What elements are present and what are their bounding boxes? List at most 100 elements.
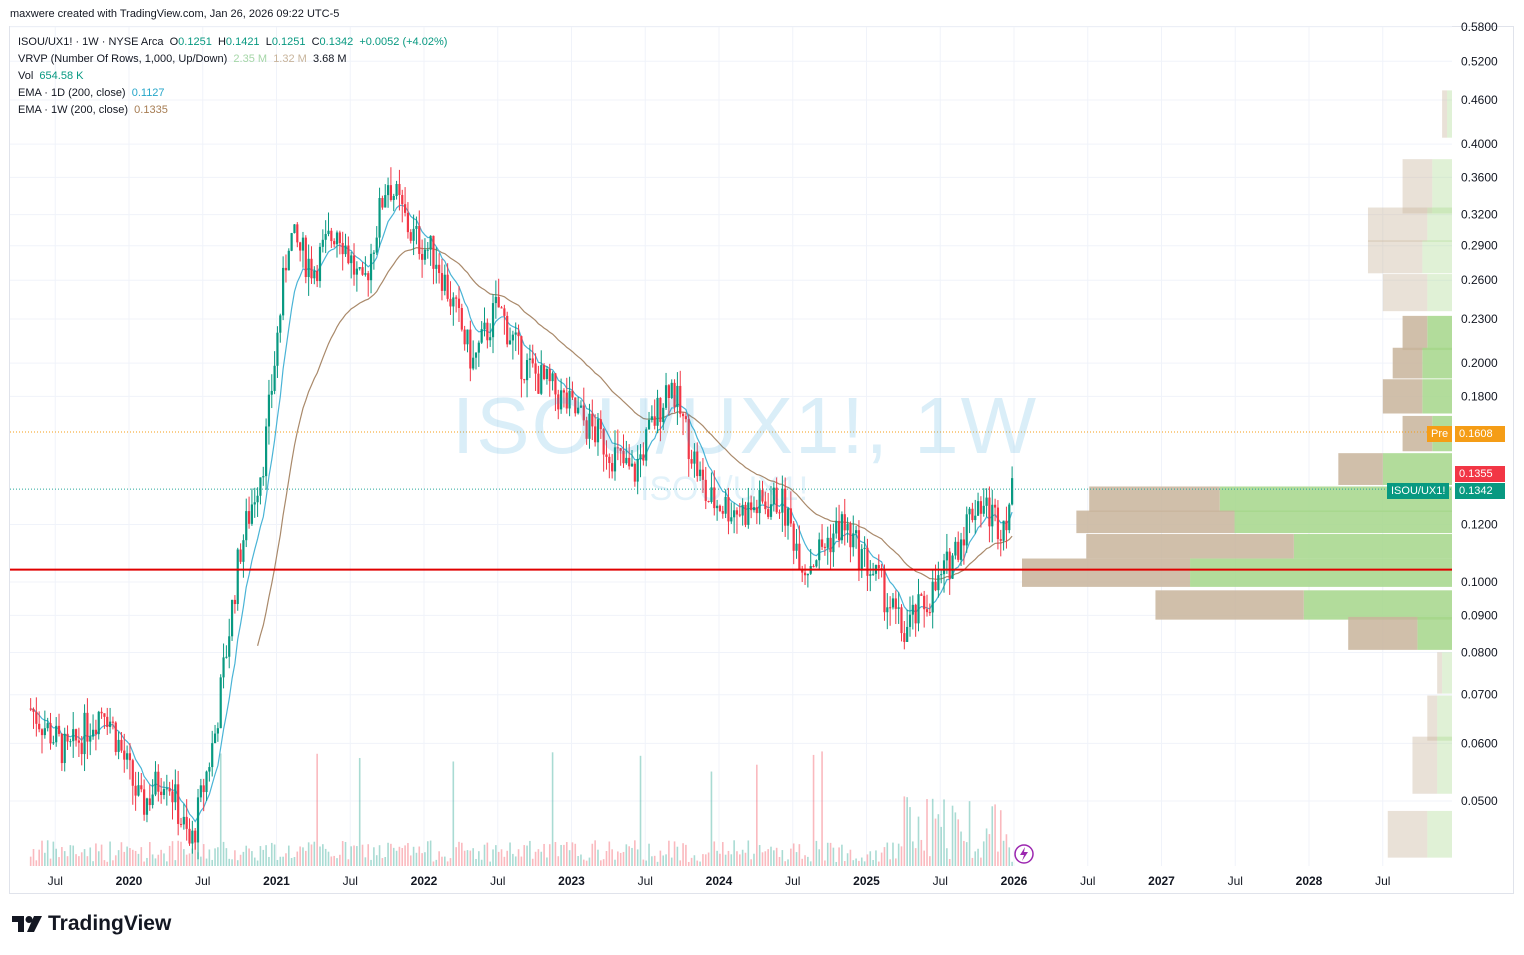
- volume-bar: [35, 860, 38, 866]
- vp-up-bar: [1447, 90, 1452, 138]
- bolt-icon[interactable]: [1014, 844, 1034, 864]
- legend-vol-row[interactable]: Vol 654.58 K: [18, 68, 447, 85]
- vp-up-bar: [1442, 652, 1452, 694]
- volume-bar: [730, 854, 733, 866]
- volume-bar: [38, 849, 40, 866]
- candle-body: [418, 225, 421, 254]
- y-tick-label: 0.3600: [1461, 170, 1498, 184]
- candle-body: [497, 296, 500, 308]
- volume-bar: [137, 853, 140, 866]
- candle-body: [494, 296, 497, 304]
- volume-bar: [29, 856, 32, 866]
- candle-body: [647, 419, 651, 430]
- volume-bar: [863, 861, 866, 866]
- volume-bar: [322, 844, 324, 866]
- volume-bar: [316, 753, 318, 866]
- volume-bar: [548, 844, 551, 866]
- legend-vrvp-row[interactable]: VRVP (Number Of Rows, 1,000, Up/Down) 2.…: [18, 51, 447, 68]
- tradingview-logo[interactable]: TradingView: [12, 912, 171, 936]
- candle-body: [577, 407, 580, 414]
- candle-body: [449, 298, 452, 307]
- legend-ema2-value: 0.1335: [134, 104, 168, 116]
- legend-vol-label: Vol: [18, 70, 34, 82]
- candle-body: [32, 708, 35, 712]
- candle-body: [474, 352, 478, 358]
- x-tick-label: 2026: [1001, 874, 1028, 888]
- volume-bar: [872, 860, 874, 866]
- candle-body: [698, 469, 702, 477]
- volume-bar: [951, 805, 954, 866]
- candle-body: [591, 413, 594, 427]
- volume-bar: [523, 845, 526, 866]
- y-axis[interactable]: 0.5800 0.5200 0.4600 0.4000 0.3600 0.3200 0.29…: [1461, 20, 1498, 808]
- volume-bar: [120, 842, 123, 866]
- legend-ema1-row[interactable]: EMA · 1D (200, close) 0.1127: [18, 85, 447, 102]
- volume-bar: [452, 761, 455, 866]
- vp-down-bar: [1382, 274, 1428, 312]
- candle-body: [86, 712, 89, 742]
- volume-bar: [1011, 861, 1013, 866]
- vp-up-bar: [1293, 534, 1452, 559]
- volume-bar: [529, 840, 531, 866]
- volume-bar: [327, 851, 330, 866]
- volume-bar: [900, 846, 903, 866]
- volume-bar: [293, 857, 296, 866]
- volume-bar: [236, 860, 239, 866]
- volume-bar: [733, 840, 735, 866]
- legend-ema2-row[interactable]: EMA · 1W (200, close) 0.1335: [18, 102, 447, 119]
- candle-body: [491, 303, 495, 338]
- candle-body: [174, 784, 177, 803]
- legend-ohlc-row[interactable]: ISOU/UX1! · 1W · NYSE Arca O0.1251 H0.14…: [18, 34, 447, 51]
- volume-bar: [134, 850, 137, 866]
- candle-body: [191, 830, 194, 844]
- candle-body: [735, 510, 739, 515]
- volume-bar: [877, 861, 880, 866]
- candle-body: [409, 232, 412, 241]
- volume-bar: [183, 849, 185, 866]
- x-axis[interactable]: Jul 2020 Jul 2021 Jul 2022 Jul 2023 Jul 2024 Jul 20…: [48, 874, 1391, 888]
- volume-bar: [656, 861, 659, 866]
- candle-body: [49, 723, 52, 744]
- volume-bar: [668, 840, 670, 866]
- volume-bar: [917, 816, 920, 866]
- volume-bar: [350, 846, 352, 866]
- volume-bar: [78, 856, 80, 866]
- vp-down-bar: [1086, 534, 1294, 559]
- volume-bar: [980, 857, 982, 866]
- vp-down-bar: [1387, 810, 1428, 858]
- volume-bar: [798, 844, 801, 866]
- volume-bar: [875, 850, 877, 866]
- candle-body: [696, 451, 699, 477]
- volume-bar: [849, 849, 852, 866]
- volume-bar: [551, 752, 554, 866]
- volume-bar: [347, 859, 350, 866]
- volume-bar: [129, 848, 131, 866]
- candle-body: [38, 723, 41, 730]
- candle-body: [489, 337, 492, 341]
- candle-body: [486, 322, 489, 341]
- candle-body: [738, 514, 741, 516]
- candle-body: [324, 234, 327, 240]
- candle-body: [999, 539, 1002, 541]
- volume-bar: [409, 855, 412, 866]
- y-tick-label: 0.2000: [1461, 356, 1498, 370]
- candle-body: [287, 250, 290, 271]
- volume-bar: [520, 856, 523, 866]
- candle-body: [89, 736, 92, 742]
- volume-bar: [231, 859, 233, 866]
- x-tick-label: 2027: [1148, 874, 1175, 888]
- volume-bar: [920, 839, 923, 866]
- candle-body: [542, 365, 546, 380]
- candle-body: [94, 729, 98, 735]
- candle-body: [920, 594, 923, 596]
- candle-body: [619, 448, 622, 451]
- volume-bar: [514, 856, 517, 866]
- volume-bar: [747, 840, 750, 866]
- volume-bar: [126, 846, 128, 866]
- candle-body: [622, 450, 625, 464]
- candle-body: [562, 390, 566, 393]
- candle-body: [741, 504, 744, 516]
- volume-bar: [821, 751, 823, 866]
- volume-bar: [398, 846, 401, 866]
